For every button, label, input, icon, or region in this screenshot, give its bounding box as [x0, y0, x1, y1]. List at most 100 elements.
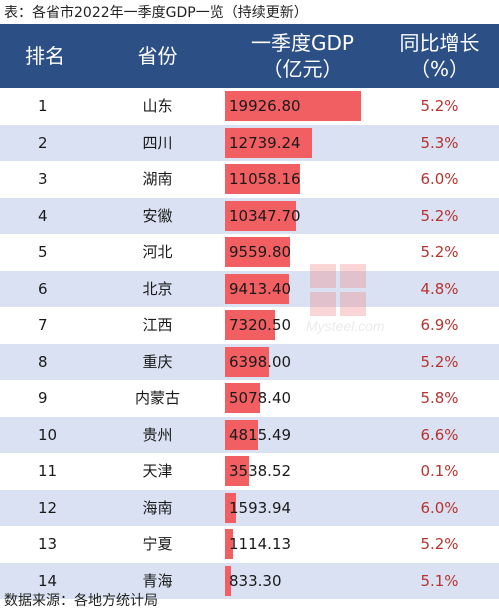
gdp-bar	[225, 419, 258, 450]
gdp-bar	[225, 456, 249, 486]
header-gdp: 一季度GDP （亿元）	[225, 24, 380, 88]
province-cell: 海南	[142, 498, 173, 517]
gdp-value: 6398.00	[229, 352, 292, 371]
growth-cell: 0.1%	[420, 462, 459, 480]
table-row: 5 河北 9559.80 5.2%	[0, 234, 499, 271]
growth-cell: 6.0%	[420, 498, 459, 517]
gdp-bar	[225, 91, 361, 121]
growth-cell: 6.9%	[420, 316, 459, 334]
gdp-bar	[225, 346, 269, 377]
province-cell: 宁夏	[142, 535, 173, 553]
growth-cell: 5.2%	[420, 352, 459, 371]
table-header: 排名 省份 一季度GDP （亿元） 同比增长 （%）	[0, 24, 499, 88]
table-row: 6 北京 9413.40 4.8%	[0, 270, 499, 308]
table-row: 4 安徽 10347.70 5.2%	[0, 197, 499, 235]
table-row: 12 海南 1593.94 6.0%	[0, 489, 499, 527]
growth-cell: 5.2%	[420, 243, 459, 261]
province-cell: 内蒙古	[134, 389, 180, 407]
header-growth: 同比增长 （%）	[380, 24, 499, 88]
gdp-cell: 19926.80	[225, 88, 380, 125]
gdp-value: 1114.13	[229, 535, 292, 553]
rank-cell: 10	[38, 425, 58, 444]
header-province: 省份	[90, 24, 225, 88]
rank-cell: 7	[38, 316, 48, 334]
gdp-bar	[225, 492, 236, 523]
province-cell: 江西	[142, 316, 173, 334]
gdp-value: 10347.70	[229, 206, 301, 225]
rank-cell: 1	[38, 97, 48, 115]
province-cell: 天津	[142, 462, 173, 480]
province-cell: 重庆	[142, 352, 173, 371]
gdp-bar	[225, 383, 260, 413]
growth-cell: 6.6%	[420, 425, 459, 444]
province-cell: 安徽	[142, 206, 173, 225]
gdp-value: 1593.94	[229, 498, 292, 517]
gdp-cell: 3538.52	[225, 453, 380, 490]
table-row: 10 贵州 4815.49 6.6%	[0, 416, 499, 454]
rank-cell: 9	[38, 389, 48, 407]
province-cell: 北京	[142, 279, 173, 298]
rank-cell: 6	[38, 279, 48, 298]
gdp-table: 排名 省份 一季度GDP （亿元） 同比增长 （%） 1 山东 19926.80 5.…	[0, 24, 499, 599]
gdp-cell: 5078.40	[225, 380, 380, 417]
growth-cell: 5.8%	[420, 389, 459, 407]
province-cell: 青海	[142, 571, 173, 590]
gdp-bar	[225, 273, 289, 304]
gdp-bar	[225, 127, 312, 158]
gdp-value: 19926.80	[229, 97, 301, 115]
gdp-value: 7320.50	[229, 316, 292, 334]
gdp-bar	[225, 200, 296, 231]
rank-cell: 8	[38, 352, 48, 371]
growth-cell: 5.2%	[420, 97, 459, 115]
table-row: 9 内蒙古 5078.40 5.8%	[0, 380, 499, 417]
header-province-label: 省份	[137, 44, 178, 68]
gdp-cell: 833.30	[225, 563, 380, 600]
table-row: 2 四川 12739.24 5.3%	[0, 124, 499, 162]
gdp-value: 4815.49	[229, 425, 292, 444]
province-cell: 贵州	[142, 425, 173, 444]
growth-cell: 6.0%	[420, 170, 459, 188]
gdp-cell: 1593.94	[225, 490, 380, 527]
gdp-value: 9559.80	[229, 243, 292, 261]
table-row: 3 湖南 11058.16 6.0%	[0, 161, 499, 198]
gdp-value: 11058.16	[229, 170, 301, 188]
table-row: 14 青海 833.30 5.1%	[0, 562, 499, 600]
rank-cell: 11	[38, 462, 58, 480]
gdp-cell: 4815.49	[225, 417, 380, 454]
gdp-bar	[225, 529, 233, 559]
header-rank-label: 排名	[25, 44, 65, 68]
header-rank: 排名	[0, 24, 90, 88]
gdp-value: 833.30	[229, 571, 282, 590]
province-cell: 湖南	[142, 170, 173, 188]
gdp-bar	[225, 164, 300, 194]
rank-cell: 13	[38, 535, 58, 553]
gdp-value: 9413.40	[229, 279, 292, 298]
gdp-bar	[225, 310, 275, 340]
gdp-cell: 9413.40	[225, 271, 380, 308]
growth-cell: 5.2%	[420, 206, 459, 225]
rank-cell: 14	[38, 571, 58, 590]
growth-cell: 4.8%	[420, 279, 459, 298]
rank-cell: 12	[38, 498, 58, 517]
header-gdp-line1: 一季度GDP	[251, 31, 354, 55]
header-growth-line1: 同比增长	[399, 31, 480, 55]
gdp-value: 3538.52	[229, 462, 292, 480]
rank-cell: 4	[38, 206, 48, 225]
growth-cell: 5.2%	[420, 535, 459, 553]
data-source: 数据来源：各地方统计局	[4, 593, 158, 609]
gdp-cell: 10347.70	[225, 198, 380, 235]
table-title: 表：各省市2022年一季度GDP一览（持续更新）	[4, 5, 308, 21]
rank-cell: 3	[38, 170, 48, 188]
gdp-cell: 1114.13	[225, 526, 380, 563]
gdp-cell: 6398.00	[225, 344, 380, 381]
province-cell: 四川	[142, 133, 173, 152]
rank-cell: 2	[38, 133, 48, 152]
table-row: 1 山东 19926.80 5.2%	[0, 88, 499, 125]
gdp-cell: 9559.80	[225, 234, 380, 271]
gdp-cell: 12739.24	[225, 125, 380, 162]
gdp-bar	[225, 237, 290, 267]
table-row: 7 江西 7320.50 6.9%	[0, 307, 499, 344]
province-cell: 山东	[142, 97, 173, 115]
header-gdp-line2: （亿元）	[262, 57, 343, 81]
gdp-bar	[225, 565, 231, 596]
